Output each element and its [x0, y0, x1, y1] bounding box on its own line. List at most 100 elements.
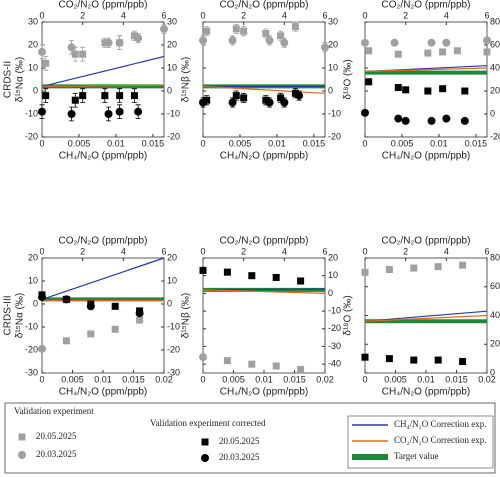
circle-marker	[361, 38, 369, 47]
y2-tick-label: 30	[167, 16, 177, 26]
legend-label: 20.05.2025	[219, 436, 260, 446]
x2-tick-label: 0	[362, 246, 367, 256]
y2-tick-label: 0	[490, 367, 495, 377]
square-marker	[71, 50, 79, 58]
x-tick-label: 0.01	[417, 374, 435, 384]
y2-tick-label: 40	[490, 62, 500, 72]
y2-tick-label: -30	[328, 341, 341, 351]
square-marker	[439, 48, 447, 56]
y2-tick-label: -10	[167, 108, 180, 118]
x-axis-label: CH₄/N₂O (ppm/ppb)	[382, 387, 471, 398]
circle-marker	[38, 107, 46, 116]
x-axis-label: CH₄/N₂O (ppm/ppb)	[220, 151, 309, 162]
y-tick-label: 10	[28, 275, 38, 285]
panel: 0 0.005 0.01 0.015 0 2 4 6 -20 -20 -10 -10 0 0 10 10 20 2…	[3, 0, 180, 162]
x2-axis-label: CO₂/N₂O (ppm/ppb)	[220, 0, 309, 11]
y-axis-label: δ¹⁵Nα (‰)	[15, 57, 26, 102]
circle-marker	[228, 98, 237, 107]
circle-marker	[104, 38, 113, 47]
plot-frame	[364, 257, 488, 374]
square-marker	[277, 32, 285, 40]
x2-tick-label: 6	[161, 246, 166, 256]
x2-axis-label: CO₂/N₂O (ppm/ppb)	[59, 0, 148, 11]
x-tick-label: 0.02	[478, 374, 496, 384]
x-tick-label: 0.01	[107, 138, 125, 148]
circle-marker	[394, 114, 403, 123]
x-tick-label: 0.02	[316, 374, 334, 384]
y-axis-label: δ¹⁸O (‰)	[343, 59, 354, 99]
square-marker	[240, 27, 248, 35]
circle-marker	[135, 309, 144, 318]
y2-tick-label: -30	[167, 367, 180, 377]
square-marker	[483, 48, 491, 56]
circle-marker	[38, 344, 46, 353]
y2-tick-label: 20	[490, 85, 500, 95]
square-marker	[272, 273, 280, 281]
circle-marker	[280, 98, 289, 107]
x2-tick-label: 4	[282, 246, 287, 256]
x-tick-label: 0.015	[283, 374, 306, 384]
square-marker	[199, 266, 207, 274]
x2-tick-label: 2	[403, 246, 408, 256]
square-marker	[223, 268, 231, 276]
y-axis-label: δ¹⁵Nα (‰)	[15, 293, 26, 338]
y-tick-label: -10	[25, 108, 38, 118]
y-tick-label: -20	[25, 131, 38, 141]
correction-line	[202, 289, 326, 294]
x2-tick-label: 6	[484, 246, 489, 256]
circle-marker	[134, 107, 143, 116]
square-marker	[111, 302, 119, 310]
panel: 0 0.005 0.01 0.015 0.02 0 2 4 6 -40 -30 -20 -10 0 10 20…	[181, 236, 341, 398]
x-tick-label: 0	[362, 374, 367, 384]
circle-marker	[442, 38, 451, 47]
square-marker	[434, 263, 442, 271]
x2-tick-label: 2	[80, 246, 85, 256]
x-tick-label: 0.01	[94, 374, 112, 384]
correction-line	[202, 288, 326, 291]
x-tick-label: 0	[39, 374, 44, 384]
circle-marker	[427, 38, 436, 47]
x2-tick-label: 6	[322, 10, 327, 20]
x2-tick-label: 4	[121, 10, 126, 20]
square-marker	[439, 85, 447, 93]
y2-tick-label: 20	[167, 39, 177, 49]
correction-line	[364, 310, 488, 322]
circle-marker	[38, 293, 46, 302]
square-marker	[394, 50, 402, 58]
plot-frame	[41, 257, 165, 374]
square-marker	[248, 272, 256, 280]
row-label: CRDS-II	[3, 61, 14, 98]
square-marker	[79, 50, 87, 58]
circle-marker	[115, 38, 124, 47]
square-marker	[42, 59, 50, 67]
row-label: CRDS-III	[3, 296, 14, 336]
x2-tick-label: 2	[80, 10, 85, 20]
y2-tick-label: -40	[328, 359, 341, 369]
square-marker	[232, 92, 240, 100]
square-marker	[240, 94, 248, 102]
circle-marker	[390, 38, 399, 47]
square-marker	[385, 355, 393, 363]
circle-marker	[18, 451, 26, 459]
y-axis-label: δ¹⁵Nβ (‰)	[181, 293, 192, 338]
circle-marker	[86, 302, 95, 311]
y-tick-label: 0	[33, 298, 38, 308]
legend-label: 20.05.2025	[36, 431, 77, 441]
legend-label: CH₄/N₂O Correction exp.	[394, 419, 487, 429]
x-tick-label: 0.015	[142, 138, 165, 148]
square-marker	[361, 353, 369, 361]
x2-axis-label: CO₂/N₂O (ppm/ppb)	[382, 0, 471, 11]
y2-tick-label: -20	[167, 344, 180, 354]
x2-tick-label: 4	[444, 246, 449, 256]
x2-axis-label: CO₂/N₂O (ppm/ppb)	[220, 236, 309, 247]
circle-marker	[401, 116, 410, 125]
square-marker	[459, 261, 467, 269]
square-marker	[394, 84, 402, 92]
square-marker	[453, 47, 461, 55]
square-marker	[111, 325, 119, 333]
y2-tick-label: 20	[328, 252, 338, 262]
y2-tick-label: 60	[490, 39, 500, 49]
circle-marker	[361, 108, 369, 117]
plot-frame	[41, 21, 165, 138]
correction-line	[364, 67, 488, 73]
